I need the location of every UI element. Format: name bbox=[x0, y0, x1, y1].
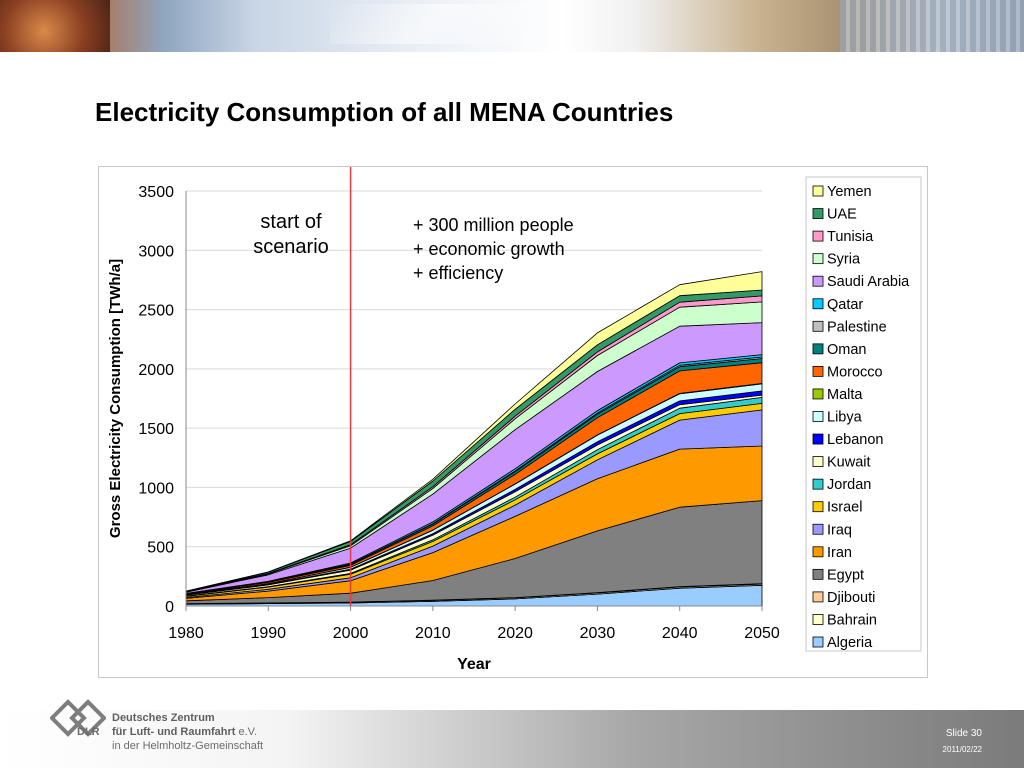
org-name-line2: für Luft- und Raumfahrt e.V. bbox=[112, 725, 263, 739]
y-tick-label: 3500 bbox=[138, 184, 174, 201]
legend-label: Saudi Arabia bbox=[827, 274, 910, 290]
slide-number: Slide 30 bbox=[945, 728, 982, 739]
legend-label: Syria bbox=[827, 252, 861, 268]
slide-title: Electricity Consumption of all MENA Coun… bbox=[95, 97, 674, 127]
annotation-drivers: + efficiency bbox=[413, 263, 503, 283]
dlr-logo-abbr: DLR bbox=[77, 726, 100, 738]
org-name: Deutsches Zentrum für Luft- und Raumfahr… bbox=[112, 711, 263, 753]
legend-swatch-bahrain bbox=[812, 614, 824, 625]
annotation-start-of-scenario: start of bbox=[260, 211, 322, 233]
legend-box bbox=[805, 176, 922, 652]
legend-swatch-egypt bbox=[812, 568, 824, 580]
legend-label: Palestine bbox=[827, 319, 887, 335]
banner-image-right bbox=[840, 0, 1024, 52]
legend-swatch-qatar bbox=[812, 298, 824, 310]
legend-label: Libya bbox=[827, 410, 863, 426]
legend-swatch-palestine bbox=[812, 320, 824, 332]
banner-image-center bbox=[330, 4, 530, 44]
annotation-drivers: + 300 million people bbox=[413, 215, 574, 235]
chart-frame: 0 500 1000 1500 2000 2500 3000 3500 1980 1990 2000… bbox=[98, 166, 928, 678]
y-tick-label: 1500 bbox=[138, 421, 174, 438]
y-tick-label: 500 bbox=[147, 540, 174, 557]
y-axis-title: Gross Electricity Consumption [TWh/a] bbox=[107, 259, 124, 538]
legend-swatch-tunisia bbox=[812, 230, 824, 242]
legend-label: Kuwait bbox=[827, 455, 871, 471]
legend-swatch-iran bbox=[812, 546, 824, 558]
legend-swatch-lebanon bbox=[812, 433, 824, 445]
legend-swatch-saudi-arabia bbox=[812, 275, 824, 287]
legend-label: Qatar bbox=[827, 297, 863, 313]
x-tick-label: 2030 bbox=[580, 625, 616, 642]
slide-date: 2011/02/22 bbox=[942, 745, 982, 754]
x-axis-title: Year bbox=[457, 656, 491, 673]
area-series-yemen bbox=[185, 271, 763, 592]
legend-label: Algeria bbox=[827, 635, 873, 651]
x-tick-label: 2020 bbox=[497, 625, 533, 642]
legend-label: Djibouti bbox=[827, 590, 875, 606]
legend-swatch-yemen bbox=[812, 185, 824, 197]
legend-label: Bahrain bbox=[827, 612, 877, 628]
legend-label: Iran bbox=[827, 545, 852, 561]
stacked-area-chart: 0 500 1000 1500 2000 2500 3000 3500 1980 1990 2000… bbox=[107, 167, 922, 673]
legend-label: Iraq bbox=[827, 522, 852, 538]
y-tick-label: 0 bbox=[165, 599, 174, 616]
legend-label: Malta bbox=[827, 387, 863, 403]
legend-label: Lebanon bbox=[827, 432, 883, 448]
org-name-line2-suffix: e.V. bbox=[235, 726, 258, 738]
org-name-line1: Deutsches Zentrum bbox=[112, 712, 215, 724]
x-tick-label: 1980 bbox=[168, 625, 204, 642]
annotation-drivers: + economic growth bbox=[413, 239, 565, 259]
legend-swatch-iraq bbox=[812, 523, 824, 535]
x-tick-label: 2010 bbox=[415, 625, 451, 642]
x-tick-label: 2040 bbox=[662, 625, 698, 642]
header-banner bbox=[0, 0, 1024, 52]
legend-swatch-djibouti bbox=[812, 591, 824, 603]
x-tick-label: 1990 bbox=[250, 625, 286, 642]
legend-swatch-malta bbox=[812, 388, 824, 400]
org-name-line3: in der Helmholtz-Gemeinschaft bbox=[112, 740, 264, 752]
legend-swatch-oman bbox=[812, 343, 824, 355]
annotation-start-of-scenario: scenario bbox=[253, 236, 329, 258]
y-tick-label: 2500 bbox=[138, 303, 174, 320]
legend-label: Oman bbox=[827, 342, 867, 358]
legend-swatch-uae bbox=[812, 208, 824, 219]
legend-swatch-libya bbox=[812, 411, 824, 422]
x-tick-label: 2050 bbox=[744, 625, 780, 642]
footer-bar bbox=[0, 710, 1024, 768]
legend-swatch-kuwait bbox=[812, 456, 824, 468]
legend-label: UAE bbox=[827, 207, 857, 223]
legend-swatch-jordan bbox=[812, 478, 824, 490]
y-tick-label: 2000 bbox=[138, 362, 174, 379]
legend-swatch-algeria bbox=[812, 636, 824, 648]
legend-swatch-syria bbox=[812, 253, 824, 265]
legend-label: Yemen bbox=[827, 184, 872, 200]
legend-label: Morocco bbox=[827, 364, 883, 380]
legend-swatch-morocco bbox=[812, 365, 824, 377]
x-tick-label: 2000 bbox=[333, 625, 369, 642]
legend-label: Egypt bbox=[827, 567, 864, 583]
legend-label: Jordan bbox=[827, 477, 871, 493]
banner-image-left bbox=[0, 0, 110, 52]
legend-swatch-israel bbox=[812, 501, 824, 513]
org-name-line2-bold: für Luft- und Raumfahrt bbox=[112, 726, 236, 738]
legend-label: Tunisia bbox=[827, 229, 874, 245]
legend-label: Israel bbox=[827, 500, 862, 516]
dlr-logo-icon bbox=[50, 699, 106, 737]
y-tick-label: 1000 bbox=[138, 480, 174, 497]
y-tick-label: 3000 bbox=[138, 243, 174, 260]
